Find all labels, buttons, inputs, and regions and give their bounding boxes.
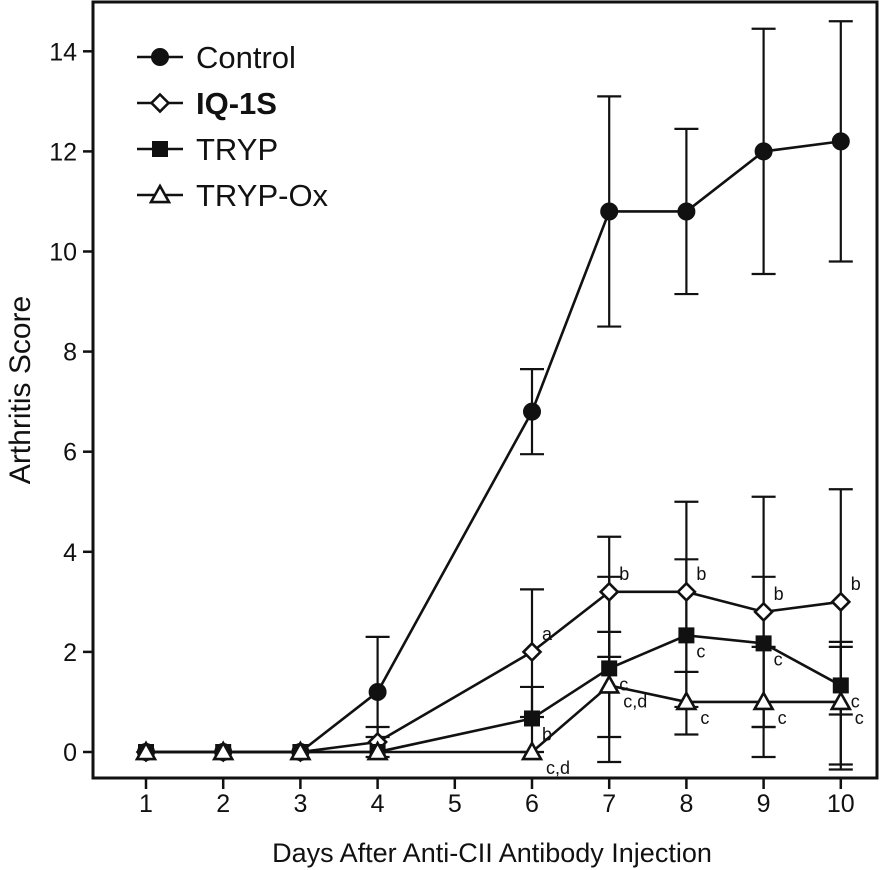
tryp-ox-annotation: c,d: [623, 691, 647, 711]
x-tick-label: 8: [679, 790, 693, 818]
tryp-annotation: c: [619, 674, 628, 694]
plot-frame: [91, 0, 879, 780]
control-point: [677, 202, 696, 221]
tryp-ox-point: [675, 690, 698, 711]
iq-1s-annotation: b: [619, 564, 629, 584]
x-tick-label: 3: [293, 790, 307, 818]
tryp-annotation: b: [542, 724, 552, 744]
legend: Control IQ-1S TRYP TRYP-Ox: [137, 40, 329, 213]
tryp-ox-annotation: c: [778, 708, 787, 728]
tryp-ox-point: [829, 690, 853, 711]
tryp-ox-annotation: c: [700, 708, 709, 728]
tryp-ox-point: [597, 673, 621, 694]
legend-label: TRYP: [196, 132, 278, 167]
tryp-annotation: c: [851, 691, 860, 711]
y-tick-label: 6: [63, 439, 77, 467]
tryp-point: [755, 635, 772, 652]
tryp-annotation: c: [774, 649, 783, 669]
x-axis-label: Days After Anti-CII Antibody Injection: [272, 838, 712, 868]
tryp-ox-point: [752, 690, 775, 711]
tryp-ox-point: [289, 740, 312, 761]
y-tick-label: 0: [63, 739, 77, 767]
iq-1s-point: [598, 581, 620, 603]
iq-1s-point: [753, 601, 774, 623]
tryp-point: [678, 627, 695, 644]
tryp-ox-point: [134, 740, 158, 761]
tryp-ox-annotation: c,d: [546, 758, 570, 778]
tryp-ox-point: [520, 740, 544, 761]
x-tick-label: 2: [216, 790, 230, 818]
control-line: [146, 140, 841, 754]
iq-1s-point: [676, 581, 697, 603]
legend-marker: [148, 183, 172, 204]
tryp-point: [524, 710, 540, 727]
control-point: [831, 132, 850, 151]
tryp-point: [601, 660, 618, 677]
control-point: [600, 202, 619, 221]
tryp-ox-line: [146, 684, 841, 754]
legend-label: IQ-1S: [196, 86, 277, 121]
legend-label: TRYP-Ox: [196, 178, 329, 213]
y-tick-label: 12: [49, 138, 77, 166]
iq-1s-annotation: b: [696, 564, 706, 584]
iq-1s-point: [830, 591, 852, 613]
x-tick-label: 1: [139, 790, 153, 818]
y-tick-label: 10: [49, 239, 77, 267]
iq-1s-annotation: a: [542, 624, 553, 644]
iq-1s-point: [521, 641, 543, 663]
tryp-ox-point: [211, 740, 235, 761]
x-tick-label: 9: [757, 790, 771, 818]
x-tick-label: 4: [371, 790, 385, 818]
series-lines-layer: [146, 140, 842, 754]
iq-1s-annotation: b: [774, 584, 784, 604]
iq-1s-annotation: b: [851, 574, 861, 594]
y-tick-label: 14: [49, 38, 77, 66]
legend-marker: [152, 141, 168, 157]
y-tick-label: 2: [63, 639, 77, 667]
x-tick-label: 10: [827, 790, 855, 818]
tryp-ox-annotation: c: [855, 708, 864, 728]
control-point: [523, 402, 541, 421]
y-tick-label: 8: [63, 339, 77, 367]
control-point: [754, 142, 773, 161]
y-tick-label: 4: [63, 539, 77, 567]
tryp-annotation: c: [696, 641, 705, 661]
legend-marker: [149, 92, 171, 114]
x-tick-label: 5: [448, 790, 462, 818]
control-point: [368, 682, 387, 701]
x-tick-label: 7: [602, 790, 616, 818]
tryp-ox-point: [366, 740, 389, 761]
markers-layer: [134, 132, 853, 763]
legend-marker: [151, 48, 169, 66]
x-tick-label: 6: [525, 790, 539, 818]
y-axis-label: Arthritis Score: [4, 296, 37, 484]
legend-label: Control: [196, 40, 296, 75]
tryp-line: [146, 634, 842, 754]
